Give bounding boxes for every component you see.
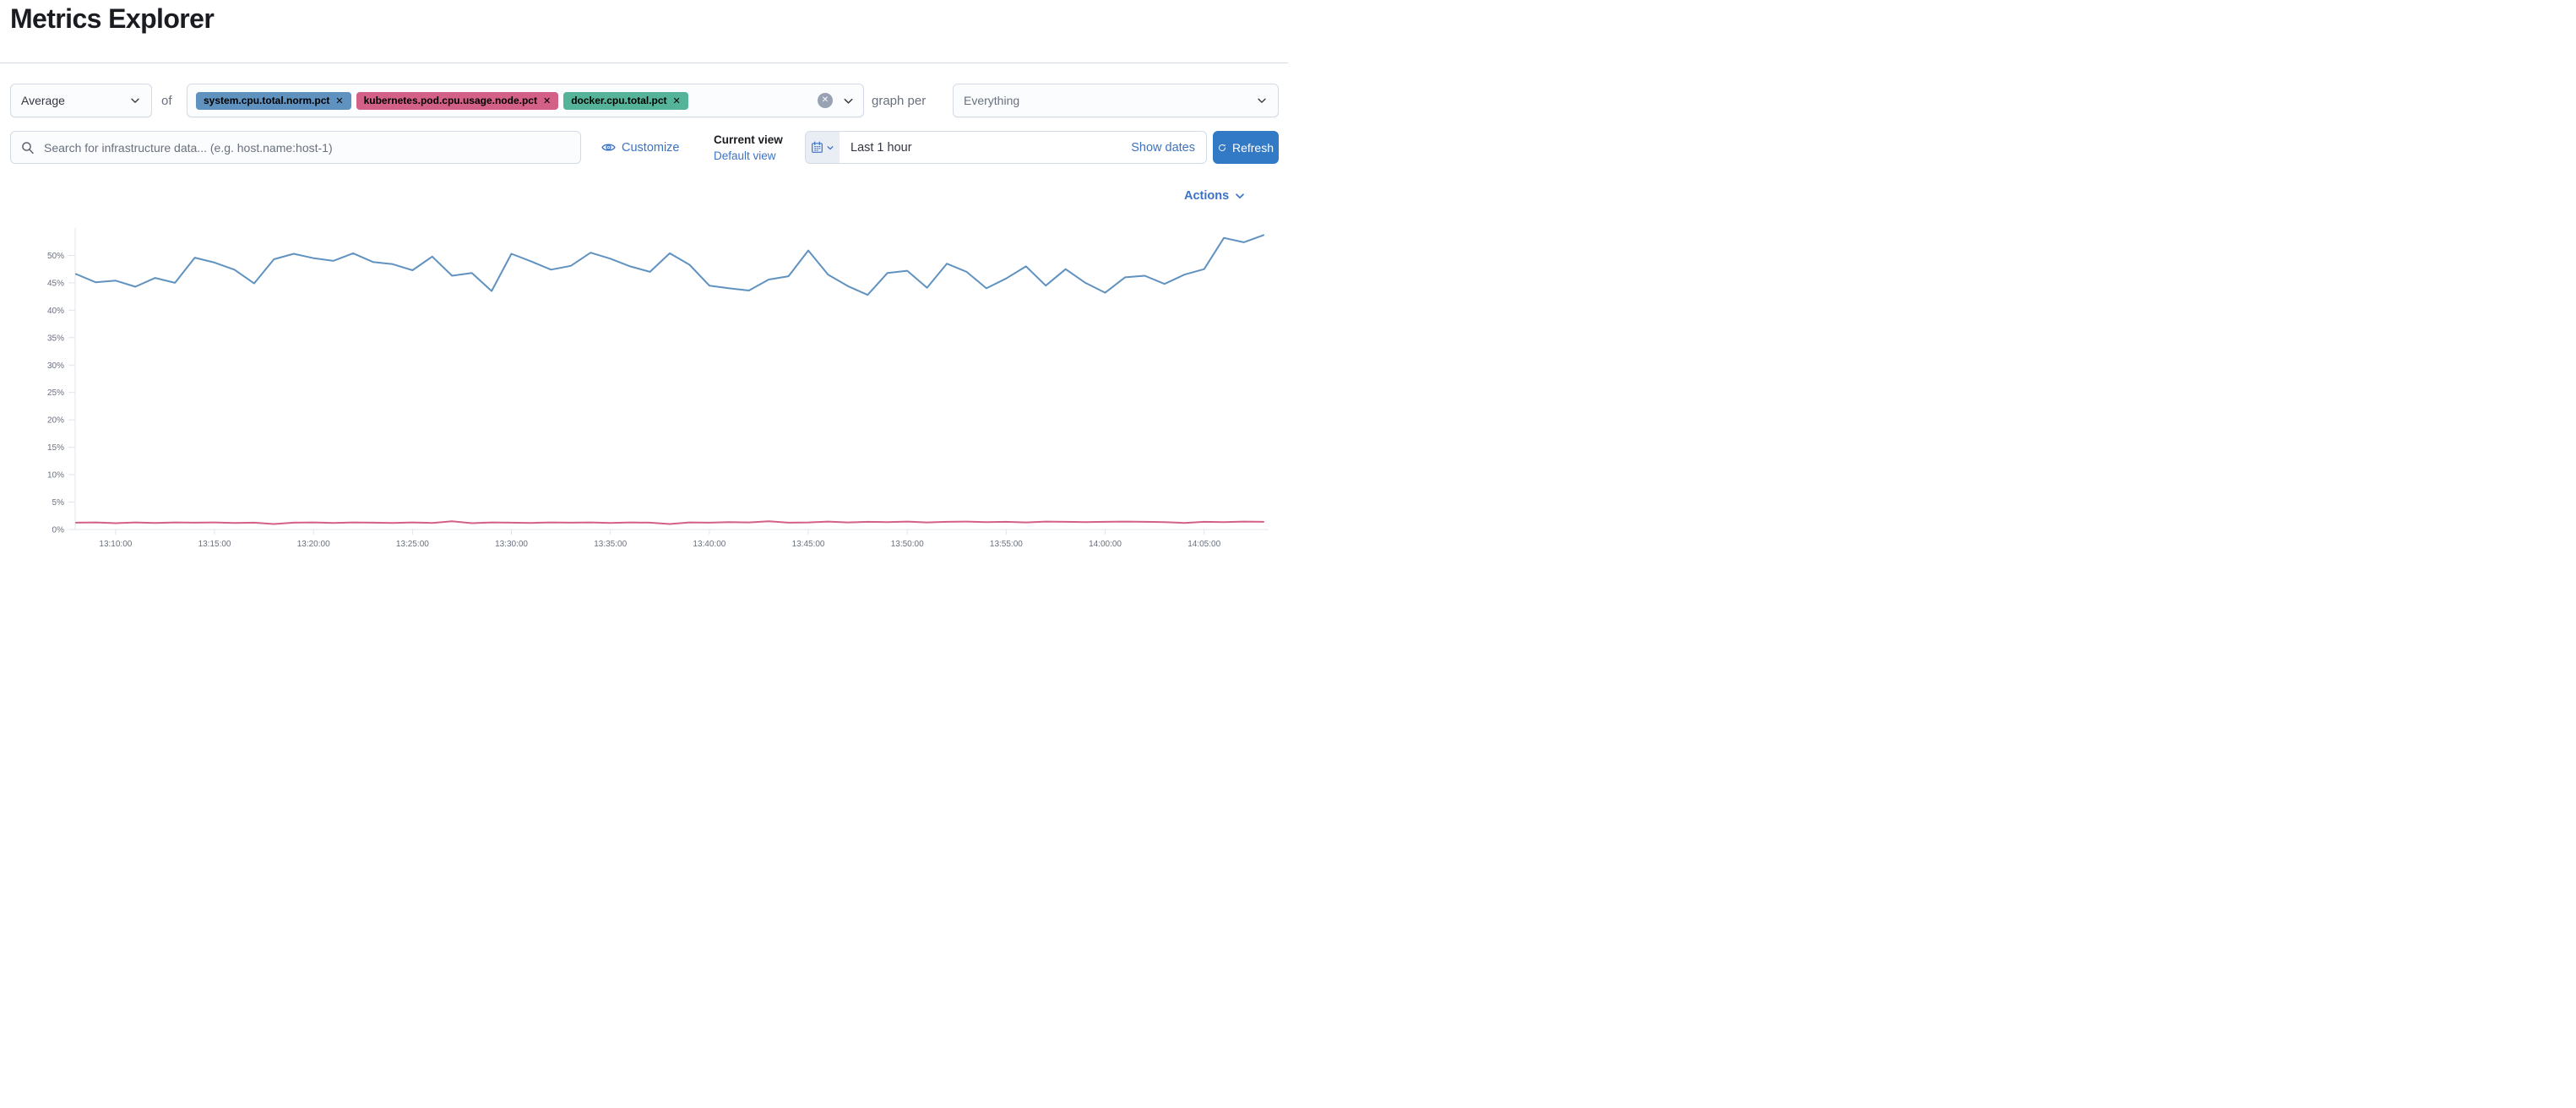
view-switcher: Current view Default view [714, 132, 783, 164]
x-axis-tick-label: 13:35:00 [594, 540, 627, 549]
y-axis-tick-label: 50% [47, 252, 64, 261]
chart-canvas[interactable]: 0% 5% 10% 15% 20% 25% 30% 35% 40% 45% 50% 13:10:00 1… [0, 216, 1288, 554]
series-line [75, 520, 1264, 525]
aggregation-select[interactable]: Average [10, 84, 152, 117]
chevron-down-icon [1236, 193, 1244, 199]
combobox-chevron-down-icon[interactable] [842, 95, 855, 110]
x-axis-tick-label: 14:05:00 [1187, 540, 1220, 549]
x-axis-tick-label: 13:15:00 [198, 540, 231, 549]
metrics-combobox[interactable]: system.cpu.total.norm.pct ✕ kubernetes.pod… [187, 84, 864, 117]
header-divider [0, 62, 1288, 63]
aggregation-value: Average [21, 94, 65, 107]
customize-button[interactable]: Customize [601, 131, 680, 164]
x-axis-tick-label: 13:50:00 [891, 540, 924, 549]
remove-metric-icon[interactable]: ✕ [672, 95, 681, 106]
metric-badge[interactable]: docker.cpu.total.pct ✕ [563, 91, 688, 110]
y-axis-tick-label: 40% [47, 307, 64, 316]
calendar-icon [812, 141, 823, 153]
actions-dropdown[interactable]: Actions [1184, 189, 1246, 203]
search-input[interactable] [42, 139, 570, 155]
page-title: Metrics Explorer [10, 3, 215, 34]
x-axis-tick-label: 13:55:00 [990, 540, 1023, 549]
refresh-icon [1219, 144, 1226, 151]
y-axis-tick-label: 5% [52, 498, 65, 508]
remove-metric-icon[interactable]: ✕ [542, 95, 552, 106]
metrics-chart[interactable]: 0% 5% 10% 15% 20% 25% 30% 35% 40% 45% 50% 13:10:00 1… [0, 216, 1288, 554]
chevron-down-icon [827, 145, 834, 149]
metric-badge-label: kubernetes.pod.cpu.usage.node.pct [363, 95, 537, 106]
x-axis-tick-label: 13:40:00 [693, 540, 726, 549]
clear-metrics-button[interactable]: ✕ [818, 93, 833, 108]
metric-badge-label: docker.cpu.total.pct [571, 95, 667, 106]
refresh-label: Refresh [1231, 140, 1274, 155]
group-by-select[interactable]: Everything [953, 84, 1279, 117]
x-axis-tick-label: 13:20:00 [297, 540, 330, 549]
chevron-down-icon [131, 98, 139, 103]
show-dates-button[interactable]: Show dates [1131, 140, 1195, 155]
y-axis-tick-label: 25% [47, 388, 64, 398]
of-label: of [161, 93, 172, 108]
customize-label: Customize [622, 140, 680, 155]
x-axis-tick-label: 13:10:00 [99, 540, 132, 549]
remove-metric-icon[interactable]: ✕ [335, 95, 344, 106]
quick-select-button[interactable] [806, 132, 840, 163]
time-range-value[interactable]: Last 1 hour [851, 140, 912, 155]
y-axis-tick-label: 10% [47, 471, 64, 481]
y-axis-tick-label: 45% [47, 279, 64, 288]
metric-badge-list: system.cpu.total.norm.pct ✕ kubernetes.pod… [196, 91, 688, 110]
series-line [75, 234, 1264, 296]
metric-badge-label: system.cpu.total.norm.pct [204, 95, 330, 106]
y-axis-tick-label: 15% [47, 443, 64, 453]
refresh-button[interactable]: Refresh [1213, 131, 1279, 164]
eye-icon [601, 144, 616, 151]
metric-badge[interactable]: system.cpu.total.norm.pct ✕ [196, 91, 351, 110]
current-view-label: Current view [714, 133, 783, 146]
y-axis-tick-label: 35% [47, 334, 64, 343]
search-input-wrap [10, 131, 581, 164]
y-axis-tick-label: 20% [47, 416, 64, 426]
chevron-down-icon [1258, 98, 1266, 103]
group-by-value: Everything [964, 94, 1020, 107]
x-axis-tick-label: 14:00:00 [1089, 540, 1122, 549]
date-picker: Last 1 hour Show dates [805, 131, 1207, 164]
search-icon [22, 141, 34, 154]
default-view-link[interactable]: Default view [714, 149, 776, 162]
metric-badge[interactable]: kubernetes.pod.cpu.usage.node.pct ✕ [356, 91, 559, 110]
actions-label: Actions [1184, 189, 1230, 203]
x-axis-tick-label: 13:45:00 [792, 540, 825, 549]
y-axis-tick-label: 30% [47, 361, 64, 371]
x-axis-tick-label: 13:25:00 [396, 540, 429, 549]
y-axis-tick-label: 0% [52, 526, 65, 535]
x-axis-tick-label: 13:30:00 [495, 540, 528, 549]
graph-per-label: graph per [872, 93, 927, 108]
